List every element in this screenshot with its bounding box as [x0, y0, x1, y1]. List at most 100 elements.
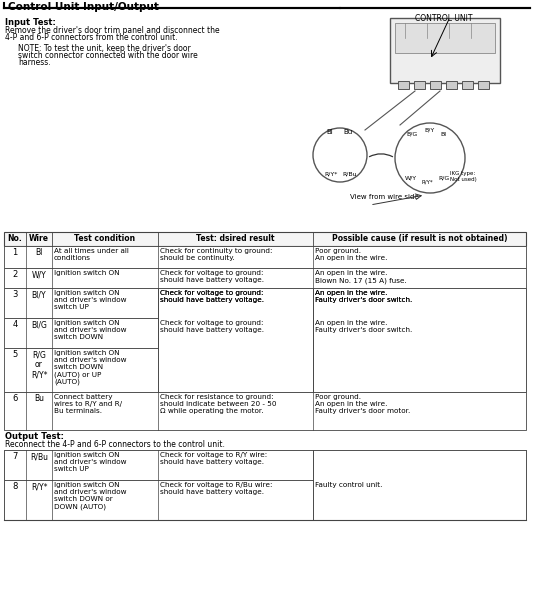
Circle shape — [313, 128, 367, 182]
Circle shape — [395, 123, 465, 193]
Text: Connect battery
wires to R/Y and R/
Bu terminals.: Connect battery wires to R/Y and R/ Bu t… — [54, 394, 122, 414]
Bar — [4, 392, 526, 430]
Text: Remove the driver's door trim panel and disconnect the: Remove the driver's door trim panel and … — [5, 26, 219, 35]
Bar — [407, 143, 417, 153]
Text: Bl/G: Bl/G — [31, 320, 47, 329]
Text: Check for voltage to ground:
should have battery voltage.: Check for voltage to ground: should have… — [160, 270, 264, 283]
Text: R/Bu: R/Bu — [30, 452, 48, 461]
Text: Possible cause (if result is not obtained): Possible cause (if result is not obtaine… — [332, 234, 507, 243]
Text: 8: 8 — [12, 482, 18, 491]
Text: R/Bu: R/Bu — [342, 172, 357, 177]
Text: switch connector connected with the door wire: switch connector connected with the door… — [18, 51, 198, 60]
Text: At all times under all
conditions: At all times under all conditions — [54, 248, 129, 261]
Text: R/G: R/G — [438, 176, 449, 181]
Text: Bl: Bl — [326, 129, 333, 135]
Text: W/Y: W/Y — [32, 270, 46, 279]
Bar — [424, 161, 434, 171]
Bar — [4, 450, 526, 520]
Text: B/Y: B/Y — [424, 128, 434, 133]
Text: R/Y*: R/Y* — [324, 172, 337, 177]
Bar — [4, 348, 526, 392]
Text: Reconnect the 4-P and 6-P connectors to the control unit.: Reconnect the 4-P and 6-P connectors to … — [5, 440, 225, 449]
Text: W/Y: W/Y — [405, 176, 417, 181]
Text: Ignition switch ON
and driver's window
switch DOWN
(AUTO) or UP
(AUTO): Ignition switch ON and driver's window s… — [54, 350, 127, 385]
Text: An open in the wire.
Blown No. 17 (15 A) fuse.: An open in the wire. Blown No. 17 (15 A)… — [315, 270, 407, 283]
Text: Check for resistance to ground:
should indicate between 20 - 50
Ω while operatin: Check for resistance to ground: should i… — [160, 394, 277, 414]
Bar — [4, 232, 526, 246]
Text: CONTROL UNIT: CONTROL UNIT — [415, 14, 473, 23]
Text: Check for voltage to R/Bu wire:
should have battery voltage.: Check for voltage to R/Bu wire: should h… — [160, 482, 272, 495]
Text: Test: dsired result: Test: dsired result — [197, 234, 275, 243]
Bar — [4, 246, 526, 268]
Text: Output Test:: Output Test: — [5, 432, 64, 441]
Text: 2: 2 — [12, 270, 18, 279]
Text: Bu: Bu — [34, 394, 44, 403]
Bar — [407, 161, 417, 171]
Bar — [158, 288, 313, 348]
Text: Check for voltage to ground:
should have battery voltage.: Check for voltage to ground: should have… — [160, 320, 264, 333]
Text: Check for voltage to ground:
should have battery voltage.: Check for voltage to ground: should have… — [160, 290, 264, 303]
Text: IKG type:: IKG type: — [450, 171, 475, 176]
Text: Ignition switch ON: Ignition switch ON — [54, 270, 120, 276]
Text: R/Y*: R/Y* — [422, 179, 434, 184]
Text: Check for continuity to ground:
should be continuity.: Check for continuity to ground: should b… — [160, 248, 272, 261]
Text: 7: 7 — [12, 452, 18, 461]
Text: 1: 1 — [12, 248, 18, 257]
Text: Bu: Bu — [343, 129, 352, 135]
Bar — [343, 140, 353, 150]
Bar — [4, 268, 526, 288]
Text: View from wire side: View from wire side — [350, 194, 419, 200]
Text: Bl: Bl — [35, 248, 43, 257]
Bar — [424, 143, 434, 153]
Text: Check for voltage to R/Y wire:
should have battery voltage.: Check for voltage to R/Y wire: should ha… — [160, 452, 267, 465]
Text: An open in the wire.
Faulty driver's door switch.: An open in the wire. Faulty driver's doo… — [315, 320, 412, 333]
Bar — [446, 81, 457, 89]
Text: B/G: B/G — [406, 132, 417, 137]
Text: Test condition: Test condition — [74, 234, 136, 243]
Bar — [343, 156, 353, 166]
Bar — [325, 140, 335, 150]
Bar — [4, 288, 526, 318]
Text: Not used): Not used) — [450, 177, 477, 182]
Bar — [313, 450, 526, 520]
Text: 4-P and 6-P connectors from the control unit.: 4-P and 6-P connectors from the control … — [5, 33, 178, 42]
Text: Bl: Bl — [440, 132, 446, 137]
Bar — [395, 23, 495, 53]
Bar — [398, 81, 409, 89]
Bar — [441, 143, 451, 153]
Text: Control Unit Input/Output: Control Unit Input/Output — [8, 2, 159, 12]
Bar — [4, 450, 526, 480]
Text: An open in the wire.
Faulty driver's door switch.: An open in the wire. Faulty driver's doo… — [315, 290, 412, 303]
Bar — [441, 161, 451, 171]
Text: Poor ground.
An open in the wire.: Poor ground. An open in the wire. — [315, 248, 387, 261]
Text: Check for voltage to ground:
should have battery voltage.: Check for voltage to ground: should have… — [160, 290, 264, 303]
Text: Poor ground.
An open in the wire.
Faulty driver's door motor.: Poor ground. An open in the wire. Faulty… — [315, 394, 410, 414]
Text: Wire: Wire — [29, 234, 49, 243]
Text: No.: No. — [7, 234, 22, 243]
Bar — [158, 288, 313, 392]
Text: harness.: harness. — [18, 58, 51, 67]
Bar — [462, 81, 473, 89]
Text: R/G
or
R/Y*: R/G or R/Y* — [31, 350, 47, 380]
Bar — [313, 288, 526, 392]
Text: R/Y*: R/Y* — [31, 482, 47, 491]
Bar — [325, 156, 335, 166]
Text: 4: 4 — [12, 320, 18, 329]
Bar — [478, 81, 489, 89]
Text: 3: 3 — [12, 290, 18, 299]
Text: Bl/Y: Bl/Y — [32, 290, 46, 299]
Bar — [4, 318, 526, 348]
Text: An open in the wire.
Faulty driver's door switch.: An open in the wire. Faulty driver's doo… — [315, 290, 412, 303]
Bar — [430, 81, 441, 89]
Text: Ignition switch ON
and driver's window
switch DOWN or
DOWN (AUTO): Ignition switch ON and driver's window s… — [54, 482, 127, 509]
Bar — [4, 480, 526, 520]
Text: 6: 6 — [12, 394, 18, 403]
Text: Ignition switch ON
and driver's window
switch UP: Ignition switch ON and driver's window s… — [54, 452, 127, 472]
Text: Input Test:: Input Test: — [5, 18, 56, 27]
Text: Faulty control unit.: Faulty control unit. — [315, 482, 382, 488]
Text: NOTE: To test the unit, keep the driver's door: NOTE: To test the unit, keep the driver'… — [18, 44, 191, 53]
Bar — [414, 81, 425, 89]
Text: 5: 5 — [12, 350, 18, 359]
Text: Ignition switch ON
and driver's window
switch UP: Ignition switch ON and driver's window s… — [54, 290, 127, 310]
Bar — [313, 288, 526, 348]
